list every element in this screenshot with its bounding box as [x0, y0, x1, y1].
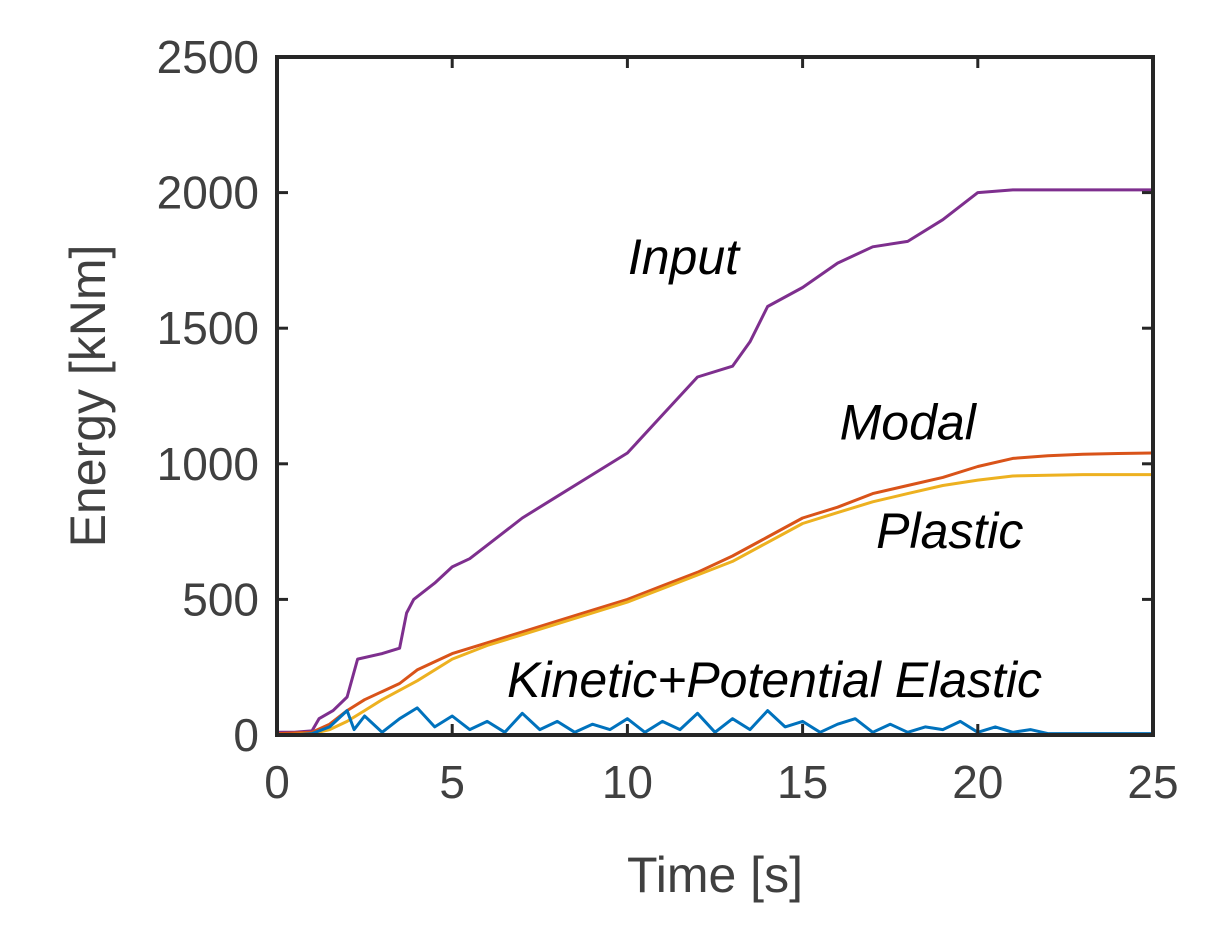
- plot-lines: [276, 188, 1154, 737]
- x-tick-label: 0: [264, 756, 290, 808]
- annotations: Input Modal Plastic Kinetic+Potential Elast…: [507, 229, 1042, 708]
- x-tick-label: 10: [602, 756, 653, 808]
- x-tick-label: 5: [439, 756, 465, 808]
- y-axis-label: Energy [kNm]: [60, 245, 116, 548]
- axes: 0 5 10 15 20 25 0 500 1000 1500 2000 2500: [157, 31, 1179, 808]
- y-tick-label: 1500: [157, 302, 259, 354]
- x-tick-label: 25: [1127, 756, 1178, 808]
- x-tick-label: 15: [777, 756, 828, 808]
- annotation-modal: Modal: [840, 394, 978, 450]
- y-tick-label: 2000: [157, 167, 259, 219]
- series-line-input: [277, 188, 1153, 734]
- series-line-kinetic-potential-elastic: [277, 706, 1153, 737]
- y-tick-label: 1000: [157, 438, 259, 490]
- annotation-plastic: Plastic: [876, 503, 1023, 559]
- series-line-plastic: [276, 473, 1153, 737]
- series-line-modal: [276, 451, 1154, 736]
- annotation-kinetic-potential-elastic: Kinetic+Potential Elastic: [507, 652, 1042, 708]
- y-tick-label: 500: [182, 573, 259, 625]
- x-axis-label: Time [s]: [627, 847, 803, 903]
- y-tick-label: 0: [233, 709, 259, 761]
- x-tick-label: 20: [952, 756, 1003, 808]
- axes-box: [275, 55, 1155, 737]
- annotation-input: Input: [628, 229, 741, 285]
- y-tick-label: 2500: [157, 31, 259, 83]
